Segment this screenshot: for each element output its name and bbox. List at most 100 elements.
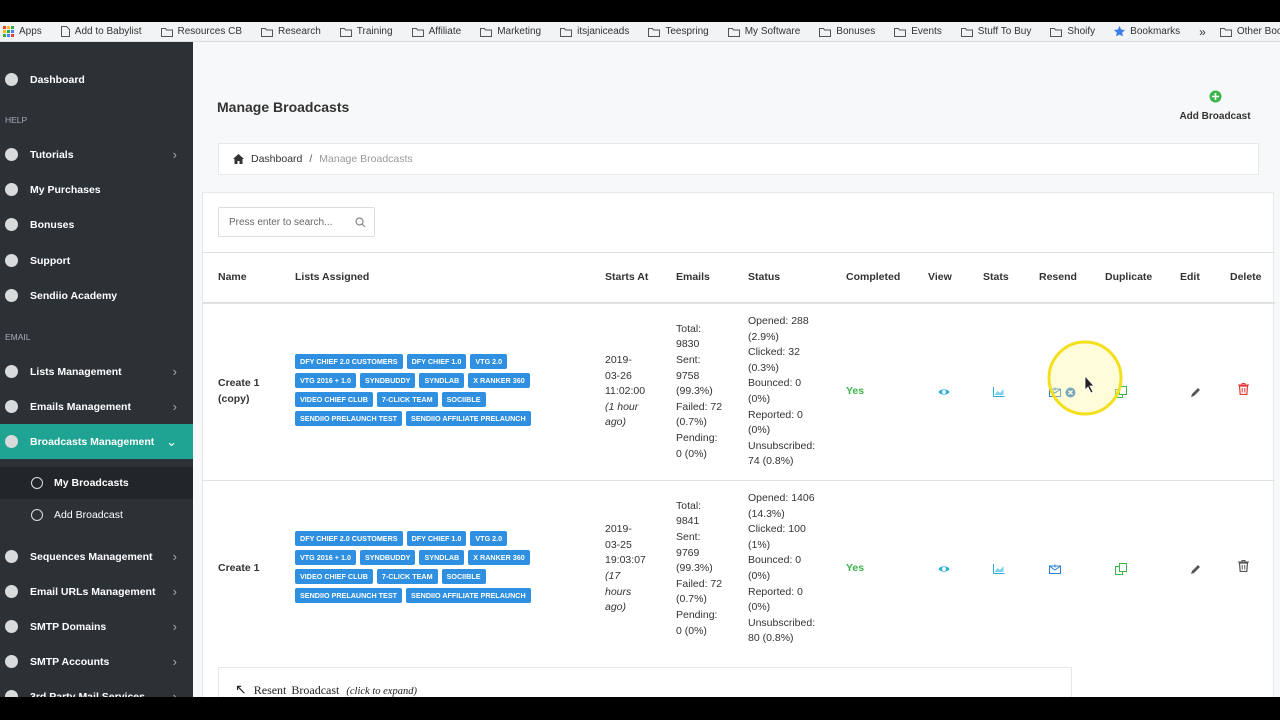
bookmark-label: Stuff To Buy	[977, 26, 1032, 37]
stats-button[interactable]	[993, 564, 1005, 574]
folder-icon	[960, 27, 973, 37]
breadcrumb-link[interactable]: Dashboard	[251, 153, 303, 165]
list-tag: X RANKER 360	[468, 373, 530, 388]
sidebar-item[interactable]: Email URLs Management ›	[0, 574, 193, 609]
action-cell	[1180, 387, 1230, 398]
add-broadcast-button[interactable]: Add Broadcast	[1156, 90, 1274, 122]
delete-button[interactable]	[1238, 383, 1280, 401]
list-tag: VTG 2.0	[470, 354, 508, 369]
stats-icon	[993, 387, 1005, 397]
bookmark-label: Bonuses	[836, 26, 876, 37]
start-date: 2019-03-25 19:03:07	[605, 523, 646, 567]
column-header: Delete	[1230, 270, 1262, 283]
list-tag: SOCIIBLE	[441, 392, 486, 407]
bookmark-overflow[interactable]: »	[1199, 24, 1206, 39]
list-tag: SENDIIO PRELAUNCH TEST	[295, 411, 403, 426]
search-box[interactable]: Press enter to search...	[218, 207, 375, 237]
bookmark-label: Apps	[19, 26, 42, 37]
bookmark[interactable]: Training	[339, 26, 393, 37]
stats-button[interactable]	[993, 387, 1005, 397]
resent-broadcast-panel[interactable]: ↖ Resent Broadcast (click to expand)	[218, 667, 1072, 697]
bookmark[interactable]: Events	[894, 26, 942, 37]
sidebar-item[interactable]: Bonuses	[0, 207, 193, 242]
folder-icon	[894, 27, 907, 37]
duplicate-button[interactable]	[1115, 563, 1127, 575]
folder-icon	[1219, 27, 1232, 37]
action-cell	[983, 564, 1039, 574]
sidebar-item[interactable]: My Broadcasts	[0, 467, 193, 499]
list-tag: DFY CHIEF 1.0	[406, 531, 467, 546]
sidebar-icon	[5, 435, 18, 448]
sidebar-item[interactable]: Support	[0, 243, 193, 278]
view-button[interactable]	[938, 565, 950, 573]
bookmark[interactable]: Bonuses	[819, 26, 875, 37]
stats-icon	[993, 564, 1005, 574]
bookmark[interactable]: Teespring	[648, 26, 709, 37]
sidebar-item[interactable]: Broadcasts Management ⌄	[0, 424, 193, 459]
breadcrumb: Dashboard / Manage Broadcasts	[218, 143, 1259, 175]
folder-icon	[339, 27, 352, 37]
bookmark[interactable]: Research	[260, 26, 321, 37]
starts-cell: 2019-03-25 19:03:07 (17 hours ago)	[605, 522, 676, 616]
sidebar-icon	[5, 289, 18, 302]
sidebar-icon	[5, 690, 18, 697]
sidebar-item[interactable]: SMTP Domains ›	[0, 609, 193, 644]
edit-icon	[1191, 564, 1200, 574]
sidebar-item[interactable]: 3rd Party Mail Services ›	[0, 679, 193, 697]
action-cell	[1230, 383, 1280, 401]
bookmark[interactable]: Add to Babylist	[60, 26, 142, 37]
bookmark[interactable]: itsjaniceads	[560, 26, 629, 37]
sidebar-item[interactable]: SMTP Accounts ›	[0, 644, 193, 679]
bookmark-label: Bookmarks	[1130, 26, 1181, 37]
bookmarks-bar: Apps Add to Babylist Resources CB Research T…	[0, 22, 1280, 42]
list-tag: SYNDBUDDY	[359, 550, 416, 565]
sidebar-icon	[5, 365, 18, 378]
starts-cell: 2019-03-26 11:02:00 (1 hour ago)	[605, 353, 676, 431]
column-header: Resend	[1039, 270, 1077, 283]
page-title: Manage Broadcasts	[217, 99, 350, 115]
sidebar-item[interactable]: Dashboard	[0, 62, 193, 97]
sidebar-arrow: ›	[172, 584, 177, 599]
bookmark[interactable]: Stuff To Buy	[960, 26, 1032, 37]
bookmark-label: Shoify	[1067, 26, 1096, 37]
action-cell	[1180, 564, 1230, 575]
breadcrumb-sep: /	[309, 153, 313, 165]
edit-button[interactable]	[1190, 387, 1201, 398]
bookmark[interactable]: Affiliate	[411, 26, 461, 37]
resend-button[interactable]	[1049, 564, 1061, 574]
emails-cell: Total: 9841 Sent: 9769 (99.3%) Failed: 72 …	[676, 499, 748, 639]
search-placeholder: Press enter to search...	[229, 217, 333, 228]
sidebar-item[interactable]: Lists Management ›	[0, 354, 193, 389]
bookmark[interactable]: My Software	[727, 26, 800, 37]
resend-icon	[1049, 564, 1061, 574]
list-tag: 7-CLICK TEAM	[376, 392, 438, 407]
sidebar-item[interactable]: Sequences Management ›	[0, 539, 193, 574]
view-button[interactable]	[938, 388, 950, 396]
folder-icon	[560, 27, 573, 37]
lists-cell: DFY CHIEF 2.0 CUSTOMERS DFY CHIEF 1.0 VTG …	[295, 354, 605, 430]
list-tag: SYNDBUDDY	[359, 373, 416, 388]
sidebar-item[interactable]: Tutorials ›	[0, 137, 193, 172]
emails-cell: Total: 9830 Sent: 9758 (99.3%) Failed: 72 …	[676, 322, 748, 462]
folder-icon	[1050, 27, 1063, 37]
bookmark[interactable]: Apps	[3, 26, 42, 37]
sidebar-icon	[31, 509, 43, 521]
bookmark[interactable]: Marketing	[480, 26, 541, 37]
plus-icon	[1209, 90, 1221, 103]
delete-button[interactable]	[1238, 560, 1280, 578]
bookmark[interactable]: Bookmarks	[1114, 26, 1180, 37]
sidebar-item[interactable]: Emails Management ›	[0, 389, 193, 424]
status-cell: Opened: 1406 (14.3%) Clicked: 100 (1%) Bou…	[748, 491, 846, 647]
start-date: 2019-03-26 11:02:00	[605, 354, 646, 398]
bookmark[interactable]: Resources CB	[160, 26, 242, 37]
sidebar-item[interactable]: Sendiio Academy	[0, 278, 193, 313]
bookmark[interactable]: Shoify	[1050, 26, 1095, 37]
sidebar-item[interactable]: Add Broadcast	[0, 499, 193, 531]
duplicate-icon	[1115, 563, 1127, 575]
edit-button[interactable]	[1190, 564, 1201, 575]
sidebar-item[interactable]: My Purchases	[0, 172, 193, 207]
status-stat: Unsubscribed: 80 (0.8%)	[748, 616, 816, 645]
email-stat: Pending: 0 (0%)	[676, 431, 718, 460]
action-cell	[928, 388, 983, 396]
bookmark[interactable]: Other Bookmarks	[1219, 26, 1280, 37]
